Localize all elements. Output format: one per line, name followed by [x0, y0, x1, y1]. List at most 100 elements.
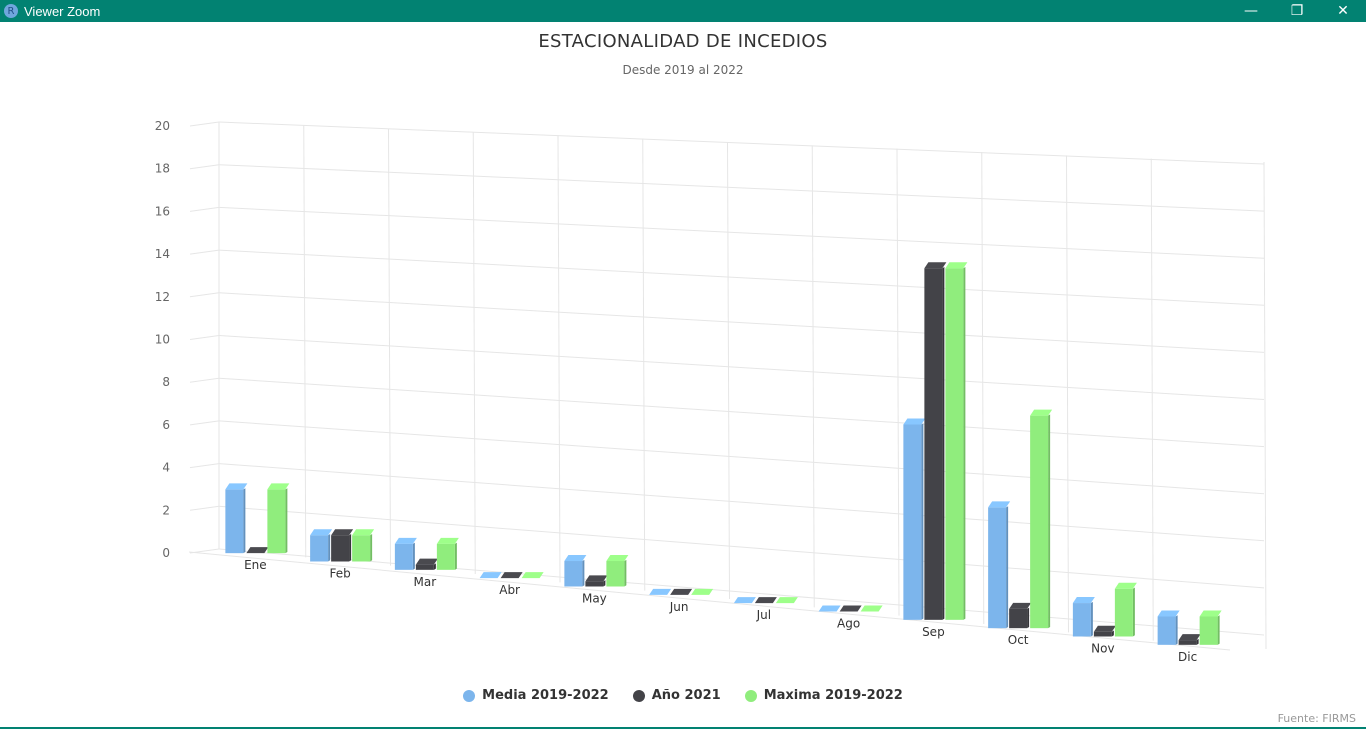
x-tick-label: Jul	[756, 608, 771, 622]
gridline-side	[189, 121, 220, 127]
bar-media-2019-2022-nov	[1072, 603, 1091, 637]
legend-marker	[744, 689, 757, 702]
bar-top-face	[1009, 602, 1032, 609]
bar-top-face	[945, 262, 968, 269]
bar-side-face	[1217, 615, 1220, 645]
y-tick-label: 14	[155, 247, 170, 261]
y-tick-label: 0	[162, 546, 170, 560]
bar-side-face	[1132, 587, 1135, 637]
bar-media-2019-2022-oct	[988, 507, 1007, 629]
x-tick-label: Nov	[1091, 642, 1114, 656]
bar-top-face	[1072, 597, 1095, 604]
y-tick-label: 18	[155, 162, 170, 176]
bar-media-2019-2022-sep	[903, 424, 922, 620]
gridline	[218, 164, 1265, 212]
bar-top-face	[1178, 634, 1201, 641]
gridline-vertical	[811, 145, 815, 608]
chart-container: 0 2 4 6 8 10 12 14 16 18 20 Ene Feb Mar Abr May Jun Jul Ag…	[0, 22, 1366, 727]
floor-edge	[188, 551, 1231, 651]
bar-side-face	[349, 534, 352, 562]
bar-side-face	[1175, 615, 1178, 645]
bar-top-face	[606, 555, 629, 562]
bar-top-face	[1157, 610, 1180, 617]
gridline	[218, 377, 1265, 448]
gridline-vertical	[557, 135, 561, 583]
bar-side-face	[1090, 601, 1093, 637]
y-tick-label: 20	[155, 119, 170, 133]
bar-top-face	[267, 483, 290, 490]
y-tick-label: 12	[155, 290, 170, 304]
y-tick-label: 2	[162, 503, 170, 517]
bar-maxima-2019-2022-may	[606, 561, 625, 587]
gridline-vertical	[1066, 155, 1069, 633]
bar-media-2019-2022-ene	[225, 489, 244, 554]
legend-marker	[463, 689, 476, 702]
window-title: Viewer Zoom	[24, 3, 101, 19]
bar-a-o-2021-nov	[1093, 631, 1112, 637]
legend-item[interactable]: Maxima 2019-2022	[744, 688, 903, 703]
gridline-side	[189, 505, 220, 511]
x-tick-label: Ago	[837, 617, 860, 631]
chart-credits: Fuente: FIRMS	[1277, 712, 1356, 725]
x-tick-label: May	[582, 592, 607, 606]
bar-top-face	[500, 572, 523, 579]
bar-top-face	[1093, 625, 1116, 632]
bar-a-o-2021-mar	[415, 564, 434, 570]
gridline-side	[189, 249, 220, 255]
x-tick-label: Abr	[499, 583, 520, 597]
bar-side-face	[1196, 638, 1199, 645]
bar-maxima-2019-2022-mar	[436, 543, 455, 570]
chart-subtitle: Desde 2019 al 2022	[622, 63, 744, 77]
bar-maxima-2019-2022-sep	[945, 268, 964, 620]
bar-maxima-2019-2022-feb	[352, 535, 371, 562]
bar-top-face	[564, 555, 587, 562]
bar-side-face	[603, 580, 606, 587]
bar-top-face	[649, 588, 672, 595]
gridline-side	[189, 420, 220, 426]
chart-plot-area: 0 2 4 6 8 10 12 14 16 18 20 Ene Feb Mar Abr May Jun Jul Ag…	[155, 119, 1267, 664]
bar-top-face	[585, 575, 608, 582]
bar-side-face	[454, 542, 457, 570]
gridline-vertical	[896, 148, 900, 616]
bar-top-face	[670, 588, 693, 595]
minimize-button[interactable]: —	[1244, 3, 1258, 19]
bar-maxima-2019-2022-oct	[1030, 415, 1049, 629]
bar-side-face	[921, 423, 924, 620]
bar-a-o-2021-may	[585, 581, 604, 587]
window-titlebar: R Viewer Zoom — ❐ ✕	[0, 0, 1366, 22]
chart-legend: Media 2019-2022 Año 2021 Maxima 2019-2022	[0, 688, 1366, 703]
bar-top-face	[860, 605, 883, 612]
legend-label: Año 2021	[651, 688, 721, 703]
bar-media-2019-2022-feb	[310, 535, 329, 562]
bar-top-face	[733, 597, 756, 604]
bar-side-face	[624, 559, 627, 587]
bar-side-face	[243, 488, 246, 554]
gridline	[218, 548, 1265, 636]
bar-side-face	[1027, 607, 1030, 629]
gridline-vertical	[642, 138, 646, 591]
restore-button[interactable]: ❐	[1290, 3, 1304, 19]
bar-a-o-2021-oct	[1009, 608, 1028, 629]
close-button[interactable]: ✕	[1337, 3, 1349, 19]
gridline	[218, 335, 1265, 400]
bar-a-o-2021-feb	[331, 535, 350, 562]
bar-top-face	[691, 588, 714, 595]
gridline-vertical	[727, 141, 730, 600]
window-controls: — ❐ ✕	[1228, 0, 1366, 22]
legend-item[interactable]: Media 2019-2022	[463, 688, 609, 703]
bar-top-face	[1030, 409, 1053, 416]
gridline	[218, 206, 1265, 259]
x-tick-label: Ene	[244, 558, 267, 572]
gridline	[218, 505, 1265, 589]
bar-top-face	[521, 572, 544, 579]
y-tick-label: 4	[162, 461, 170, 475]
bar-top-face	[818, 605, 841, 612]
gridline	[218, 121, 1265, 165]
bar-side-face	[412, 542, 415, 570]
gridline-side	[189, 463, 220, 469]
x-tick-label: Dic	[1178, 650, 1197, 664]
bar-side-face	[1048, 414, 1051, 629]
x-tick-label: Jun	[669, 600, 689, 614]
legend-item[interactable]: Año 2021	[632, 688, 721, 703]
gridline-vertical	[981, 151, 985, 625]
